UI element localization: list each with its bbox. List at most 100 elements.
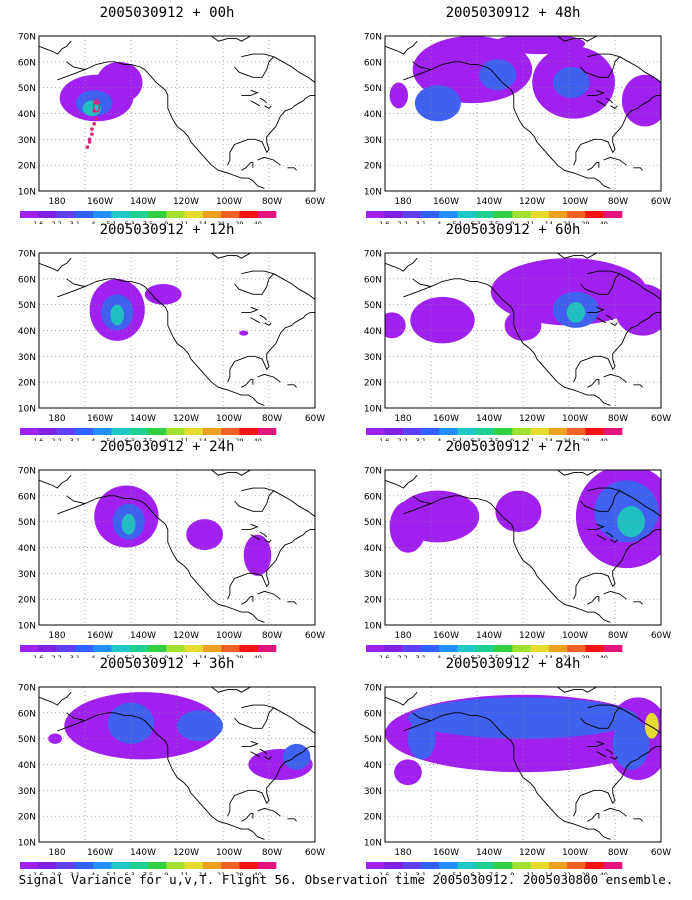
colorbar-label: 11 — [526, 871, 534, 875]
coastline — [596, 317, 607, 324]
colorbar-label: 40 — [600, 871, 608, 875]
coastline — [250, 751, 261, 758]
colorbar-segment — [111, 428, 131, 435]
track-point — [90, 127, 94, 131]
lon-label: 100W — [562, 631, 588, 641]
coastline — [603, 807, 627, 817]
variance-contour — [144, 284, 182, 305]
coastline — [241, 523, 259, 530]
lat-label: 70N — [18, 467, 36, 477]
colorbar-label: 1.6 — [33, 220, 43, 224]
coastline — [66, 278, 265, 406]
coastline — [211, 687, 251, 693]
coastline — [610, 322, 618, 326]
lat-label: 60N — [364, 492, 382, 502]
coastline — [596, 534, 607, 541]
colorbar-label: 1.6 — [379, 871, 389, 875]
lon-label: 160W — [87, 414, 113, 424]
coastline — [241, 379, 254, 388]
coastline — [241, 740, 259, 747]
colorbar-label: 6.3 — [125, 654, 135, 658]
lon-label: 180 — [394, 631, 411, 641]
coastline — [57, 503, 86, 515]
colorbar-segment — [38, 645, 57, 652]
lon-label: 160W — [433, 848, 459, 858]
colorbar-segment — [221, 645, 240, 652]
coastline — [257, 156, 281, 166]
coastline — [580, 704, 621, 729]
lon-label: 180 — [394, 848, 411, 858]
lon-label: 80W — [608, 631, 628, 641]
variance-contour — [385, 312, 406, 339]
lon-label: 120W — [519, 414, 545, 424]
colorbar-segment — [402, 428, 422, 435]
coastline — [241, 596, 254, 605]
coastline — [257, 807, 281, 817]
lon-label: 140W — [130, 197, 156, 207]
colorbar-label: 4 — [437, 654, 441, 658]
colorbar-label: 14 — [199, 220, 207, 224]
colorbar-label: 14 — [545, 654, 553, 658]
panel-title: 2005030912 + 36h — [99, 656, 235, 672]
variance-contour — [389, 501, 427, 553]
colorbar-label: 3.1 — [70, 437, 80, 441]
track-point — [94, 101, 99, 105]
colorbar-segment — [366, 645, 385, 652]
lon-label: 60W — [305, 631, 325, 641]
coastline — [39, 257, 72, 272]
colorbar-label: 11 — [180, 654, 188, 658]
map-panel: 2005030912 + 12h 70N 60N 50N 40N 30N 20N 10N 180… — [2, 221, 332, 441]
coastline — [57, 69, 86, 81]
colorbar-segment — [74, 428, 94, 435]
variance-contour — [479, 59, 517, 91]
coastline — [587, 596, 600, 605]
variance-contour — [495, 490, 542, 532]
lat-label: 50N — [364, 84, 382, 94]
lon-label: 140W — [130, 414, 156, 424]
colorbar-segment — [257, 862, 277, 869]
coastline — [587, 813, 600, 822]
coastline — [610, 539, 618, 543]
coastline — [603, 156, 627, 166]
lat-label: 60N — [18, 275, 36, 285]
track-point — [87, 137, 92, 142]
colorbar-segment — [420, 211, 440, 218]
lon-label: 60W — [651, 631, 671, 641]
map-frame — [384, 252, 662, 409]
track-point — [92, 122, 96, 126]
colorbar-label: 4 — [91, 220, 95, 224]
colorbar-label: 40 — [254, 871, 262, 875]
coastline — [257, 590, 281, 600]
coastline — [605, 314, 614, 321]
panel-title: 2005030912 + 24h — [99, 439, 235, 455]
colorbar-label: 5.1 — [452, 220, 462, 224]
lon-label: 120W — [173, 631, 199, 641]
colorbar-segment — [548, 645, 568, 652]
colorbar-label: 1.6 — [33, 437, 43, 441]
coastline — [633, 167, 643, 171]
lon-label: 60W — [305, 848, 325, 858]
colorbar-segment — [420, 645, 440, 652]
colorbar-label: 40 — [254, 437, 262, 441]
lon-label: 80W — [262, 197, 282, 207]
coastline — [596, 751, 607, 758]
colorbar-segment — [603, 428, 623, 435]
colorbar-label: 2.2 — [397, 654, 407, 658]
map-frame — [384, 35, 662, 192]
coastline — [234, 704, 275, 729]
lon-label: 60W — [305, 197, 325, 207]
map-panel: 2005030912 + 84h 70N 60N 50N 40N 30N 20N 10N 180… — [348, 655, 678, 875]
coastline — [573, 94, 661, 166]
colorbar-segment — [603, 862, 623, 869]
colorbar-label: 6.3 — [471, 654, 481, 658]
variance-contour — [490, 258, 648, 326]
lat-label: 50N — [364, 518, 382, 528]
lon-label: 80W — [608, 414, 628, 424]
variance-contour — [121, 513, 136, 535]
coastline — [241, 89, 259, 96]
lat-label: 20N — [364, 162, 382, 172]
colorbar-label: 21 — [217, 654, 225, 658]
map-frame — [384, 469, 662, 626]
colorbar-segment — [567, 428, 586, 435]
coastline — [403, 720, 432, 732]
